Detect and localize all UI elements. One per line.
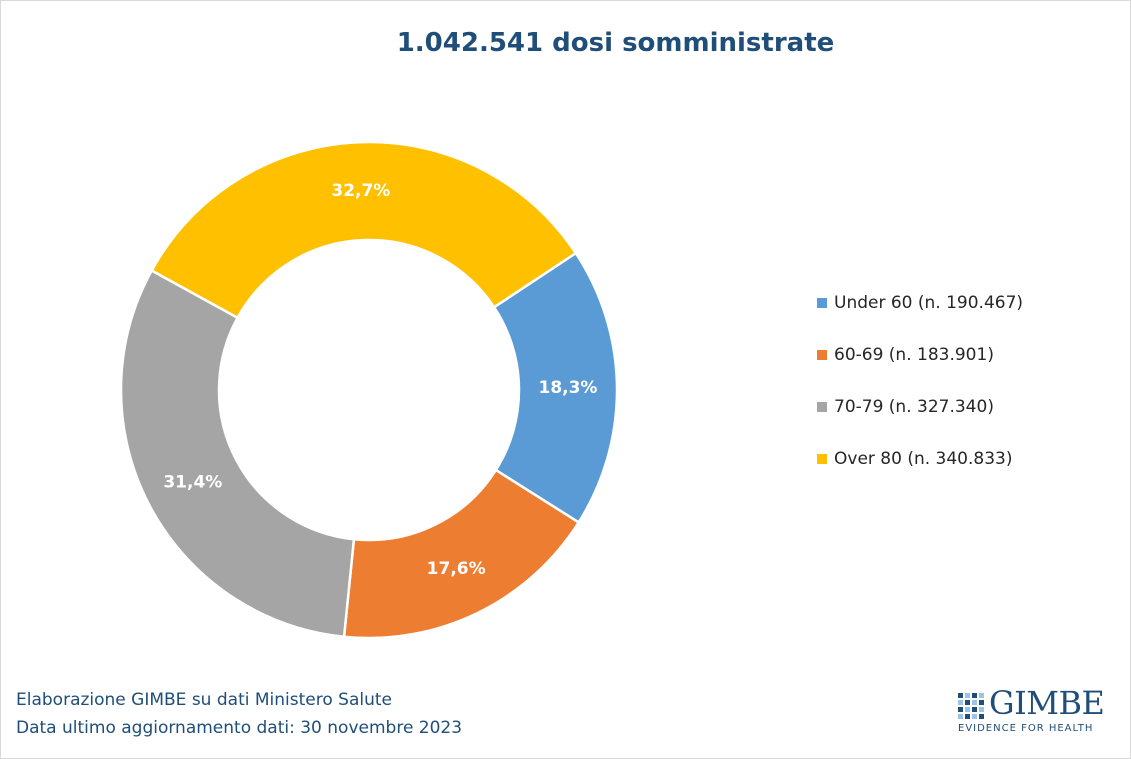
source-line: Elaborazione GIMBE su dati Ministero Sal… bbox=[16, 690, 392, 710]
legend-item-under-60: Under 60 (n. 190.467) bbox=[817, 270, 1023, 336]
donut-slice-under-60 bbox=[492, 251, 619, 525]
gimbe-logo: GIMBE EVIDENCE FOR HEALTH bbox=[958, 684, 1108, 740]
legend-label: Under 60 (n. 190.467) bbox=[834, 293, 1024, 313]
donut-slice-over-80 bbox=[149, 140, 578, 320]
data-label-70-79: 31,4% bbox=[163, 473, 222, 493]
donut-data-labels: 18,3% 17,6% 31,4% 32,7% bbox=[163, 181, 597, 579]
legend-label: 60-69 (n. 183.901) bbox=[834, 345, 994, 365]
legend-item-70-79: 70-79 (n. 327.340) bbox=[817, 374, 1023, 440]
legend-item-over-80: Over 80 (n. 340.833) bbox=[817, 426, 1023, 492]
chart-legend: Under 60 (n. 190.467) 60-69 (n. 183.901)… bbox=[817, 270, 1023, 492]
logo-wordmark: GIMBE bbox=[989, 684, 1105, 722]
data-label-over-80: 32,7% bbox=[331, 181, 390, 201]
legend-label: Over 80 (n. 340.833) bbox=[834, 449, 1013, 469]
legend-swatch bbox=[817, 454, 827, 464]
legend-item-60-69: 60-69 (n. 183.901) bbox=[817, 322, 1023, 388]
donut-slices bbox=[119, 140, 619, 640]
legend-swatch bbox=[817, 350, 827, 360]
donut-slice-70-79 bbox=[119, 268, 356, 639]
data-label-60-69: 17,6% bbox=[427, 559, 486, 579]
data-label-under-60: 18,3% bbox=[538, 378, 597, 398]
legend-label: 70-79 (n. 327.340) bbox=[834, 397, 994, 417]
legend-swatch bbox=[817, 298, 827, 308]
chart-title: 1.042.541 dosi somministrate bbox=[396, 28, 835, 58]
legend-swatch bbox=[817, 402, 827, 412]
gimbe-grid-icon bbox=[958, 693, 984, 719]
update-date-line: Data ultimo aggiornamento dati: 30 novem… bbox=[16, 718, 463, 738]
logo-tagline: EVIDENCE FOR HEALTH bbox=[958, 723, 1094, 734]
source-footer: Elaborazione GIMBE su dati Ministero Sal… bbox=[16, 686, 462, 742]
